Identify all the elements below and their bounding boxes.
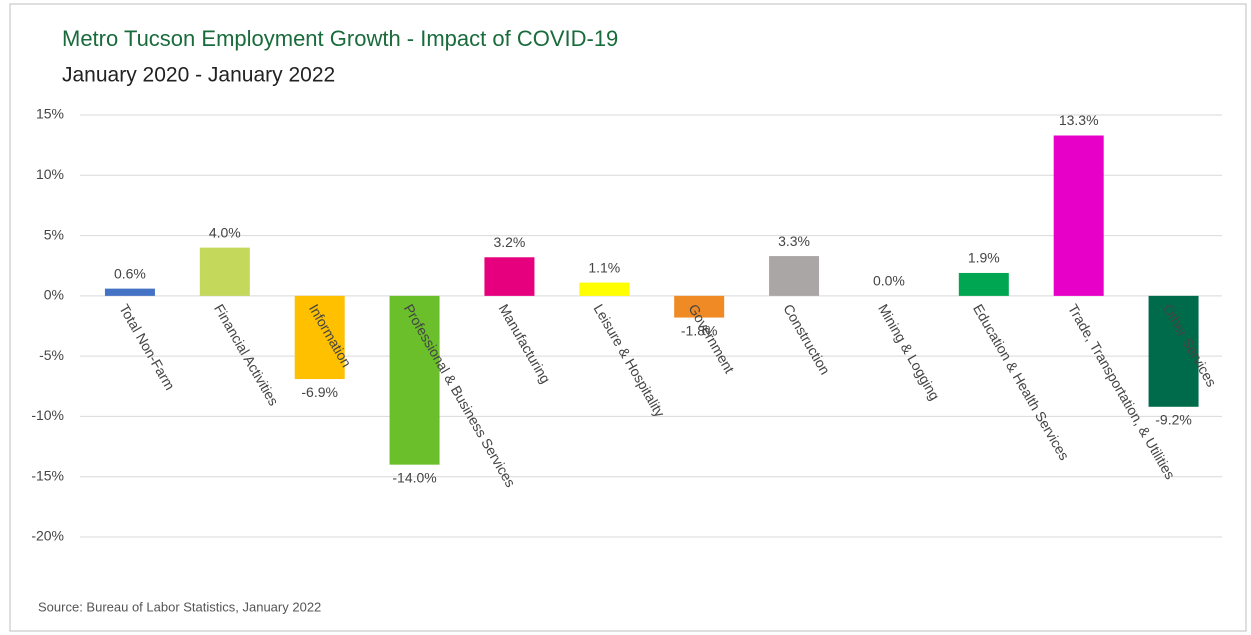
bar [484, 257, 535, 296]
bar [199, 247, 250, 296]
chart-frame [9, 3, 1247, 632]
bar [104, 288, 155, 296]
y-tick-label: 15% [36, 106, 64, 122]
value-label: 3.3% [778, 233, 810, 249]
y-tick-label: -15% [31, 467, 64, 483]
bar [294, 295, 345, 380]
chart-subtitle: January 2020 - January 2022 [62, 64, 335, 87]
x-tick-label: Leisure & Hospitality [591, 301, 669, 420]
value-label: -14.0% [392, 469, 436, 485]
y-tick-label: 0% [44, 287, 64, 303]
x-tick-label: Manufacturing [496, 301, 554, 386]
value-label: 13.3% [1059, 112, 1099, 128]
bar [389, 295, 440, 465]
y-tick-label: -5% [39, 347, 64, 363]
value-label: -9.2% [1155, 411, 1192, 427]
source-note: Source: Bureau of Labor Statistics, Janu… [38, 599, 321, 614]
x-tick-label: Construction [780, 301, 833, 377]
bar [1148, 295, 1199, 407]
chart-title: Metro Tucson Employment Growth - Impact … [62, 26, 618, 51]
y-tick-label: -20% [31, 528, 64, 544]
x-tick-label: Financial Activities [211, 301, 282, 408]
value-label: -6.9% [301, 384, 338, 400]
x-tick-label: Total Non-Farm [116, 301, 178, 393]
bar [769, 256, 820, 296]
bar [674, 295, 725, 318]
y-tick-label: 10% [36, 166, 64, 182]
value-label: 0.6% [114, 265, 146, 281]
value-label: 4.0% [209, 224, 241, 240]
value-label: 0.0% [873, 273, 905, 289]
bar [1053, 135, 1104, 296]
value-label: 3.2% [493, 234, 525, 250]
value-label: 1.1% [588, 259, 620, 275]
y-tick-label: -10% [31, 407, 64, 423]
value-label: -1.8% [681, 322, 718, 338]
x-tick-label: Mining & Logging [875, 301, 943, 403]
bar [958, 272, 1009, 296]
x-tick-label: Education & Health Services [970, 301, 1073, 463]
value-label: 1.9% [968, 250, 1000, 266]
y-tick-label: 5% [44, 226, 64, 242]
bar [579, 282, 630, 296]
